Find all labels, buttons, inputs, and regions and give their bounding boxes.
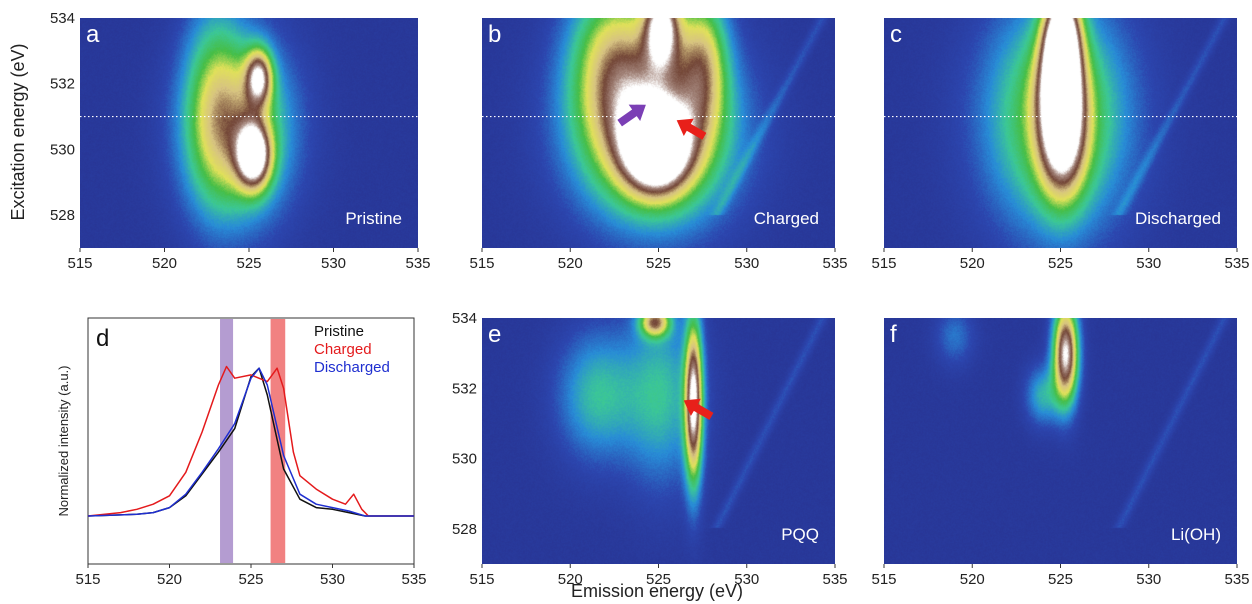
x-tick-label: 535 — [822, 255, 847, 272]
y-tick-label: 528 — [50, 207, 75, 224]
heatmap-c — [884, 18, 1237, 248]
sample-label-b: Charged — [754, 209, 819, 228]
x-tick-label: 535 — [401, 571, 426, 588]
x-tick-label: 520 — [152, 255, 177, 272]
x-tick-label: 520 — [558, 255, 583, 272]
panel-letter-f: f — [890, 321, 897, 348]
y-tick-label: 528 — [452, 521, 477, 538]
sample-label-a: Pristine — [345, 209, 402, 228]
x-tick-label: 525 — [646, 255, 671, 272]
x-tick-label: 525 — [236, 255, 261, 272]
heatmap-b — [482, 18, 835, 248]
y-tick-label: 530 — [452, 451, 477, 468]
y-axis-title-d: Normalized intensity (a.u.) — [56, 366, 71, 517]
arrow-shape — [617, 104, 646, 127]
x-tick-label: 520 — [157, 571, 182, 588]
x-tick-label: 530 — [320, 571, 345, 588]
y-axis-title: Excitation energy (eV) — [8, 43, 28, 220]
x-tick-label: 525 — [1048, 571, 1073, 588]
x-tick-label: 515 — [469, 255, 494, 272]
y-tick-label: 534 — [452, 310, 477, 327]
panel-b: Charged b 515 520 525 530 535 — [469, 18, 848, 272]
legend-entry-discharged: Discharged — [314, 359, 390, 376]
arrow-e-0 — [683, 398, 714, 420]
panel-letter-e: e — [488, 321, 501, 348]
x-tick-label: 515 — [469, 571, 494, 588]
x-tick-label: 525 — [1048, 255, 1073, 272]
x-tick-label: 525 — [646, 571, 671, 588]
panel-letter-a: a — [86, 21, 100, 48]
sample-label-e: PQQ — [781, 525, 819, 544]
y-tick-label: 532 — [50, 76, 75, 93]
panel-letter-c: c — [890, 21, 902, 48]
panel-c: Discharged c 515 520 525 530 535 — [871, 18, 1250, 272]
legend-entry-pristine: Pristine — [314, 323, 364, 340]
heatmap-f — [884, 318, 1237, 564]
arrow-shape — [683, 398, 714, 420]
x-tick-label: 515 — [67, 255, 92, 272]
x-tick-label: 535 — [1224, 571, 1249, 588]
y-tick-label: 532 — [452, 380, 477, 397]
panel-e: 528 530 532 534 PQQ e 515 520 525 530 535 — [452, 310, 848, 588]
x-tick-label: 515 — [871, 255, 896, 272]
sample-label-f: Li(OH) — [1171, 525, 1221, 544]
series-line-discharged — [87, 367, 414, 517]
panel-letter-b: b — [488, 21, 501, 48]
x-tick-label: 535 — [405, 255, 430, 272]
plot-area-d — [87, 317, 415, 565]
arrow-b-0 — [617, 104, 646, 127]
x-tick-label: 535 — [822, 571, 847, 588]
x-tick-label: 530 — [734, 255, 759, 272]
x-axis-title: Emission energy (eV) — [571, 581, 743, 601]
x-tick-label: 525 — [238, 571, 263, 588]
y-tick-label: 534 — [50, 10, 75, 27]
heatmap-e — [482, 318, 835, 564]
series-line-charged — [87, 365, 414, 517]
legend-entry-charged: Charged — [314, 341, 372, 358]
x-tick-label: 520 — [960, 571, 985, 588]
x-tick-label: 515 — [871, 571, 896, 588]
heatmap-a — [80, 18, 418, 248]
arrow-b-1 — [676, 118, 707, 140]
x-tick-label: 530 — [321, 255, 346, 272]
x-tick-label: 535 — [1224, 255, 1249, 272]
x-tick-label: 530 — [1136, 571, 1161, 588]
x-tick-label: 520 — [558, 571, 583, 588]
panel-f: Li(OH) f 515 520 525 530 535 — [871, 318, 1250, 588]
x-tick-label: 530 — [734, 571, 759, 588]
x-tick-label: 520 — [960, 255, 985, 272]
arrow-shape — [676, 118, 707, 140]
x-tick-label: 515 — [75, 571, 100, 588]
panel-letter-d: d — [96, 325, 109, 352]
sample-label-c: Discharged — [1135, 209, 1221, 228]
y-tick-label: 530 — [50, 141, 75, 158]
panel-a: 528 530 532 534 Pristine a 515 520 525 530 535 — [50, 10, 431, 272]
x-tick-label: 530 — [1136, 255, 1161, 272]
